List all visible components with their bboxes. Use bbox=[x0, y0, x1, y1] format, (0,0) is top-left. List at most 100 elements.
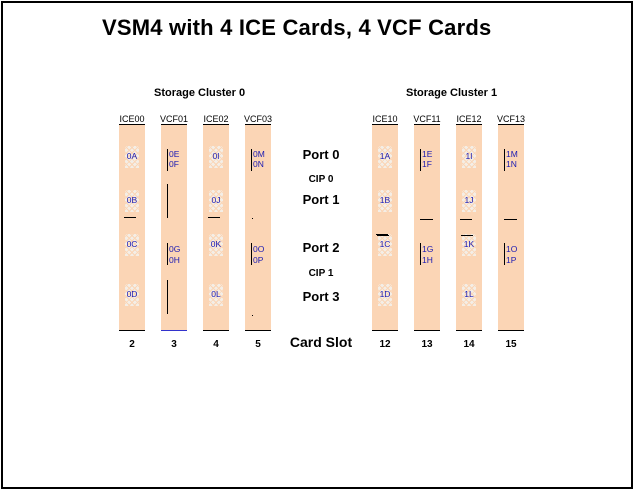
port-marker-line bbox=[377, 235, 389, 236]
card-name-vcf13: VCF13 bbox=[496, 114, 525, 124]
port-marker-bar bbox=[167, 243, 168, 265]
card-name-ice10: ICE10 bbox=[372, 114, 398, 124]
port-marker-line bbox=[124, 217, 136, 218]
cip-0-label: CIP 0 bbox=[308, 174, 334, 185]
port-marker-bar bbox=[504, 149, 505, 171]
port-tile-0a bbox=[125, 146, 139, 168]
port-tile-0d bbox=[125, 284, 139, 306]
card-name-vcf03: VCF03 bbox=[243, 114, 272, 124]
port-code-1h: 1H bbox=[422, 255, 433, 265]
card-ice10: 1A 1B 1C 1D bbox=[372, 124, 398, 331]
port-marker-bar bbox=[251, 149, 252, 171]
card-vcf03: 0M 0N 0O 0P bbox=[245, 124, 271, 331]
port-code-0e: 0E bbox=[169, 149, 180, 159]
port-code-0p: 0P bbox=[253, 255, 264, 265]
port-code-1a: 1A bbox=[379, 151, 391, 161]
port-code-1g: 1G bbox=[422, 244, 434, 254]
card-name-vcf01: VCF01 bbox=[159, 114, 188, 124]
port-code-0l: 0L bbox=[211, 289, 221, 299]
port-tile-1b bbox=[378, 190, 392, 212]
port-code-0k: 0K bbox=[210, 239, 222, 249]
port-code-0o: 0O bbox=[253, 244, 265, 254]
port-1-label: Port 1 bbox=[302, 192, 340, 207]
port-code-1c: 1C bbox=[379, 239, 391, 249]
port-tile-0l bbox=[209, 284, 223, 306]
card-name-vcf11: VCF11 bbox=[413, 114, 441, 124]
port-code-0b: 0B bbox=[126, 195, 138, 205]
card-vcf13: 1M 1N 1O 1P bbox=[498, 124, 524, 331]
port-code-1k: 1K bbox=[463, 239, 475, 249]
port-code-1i: 1I bbox=[465, 151, 473, 161]
port-marker-line bbox=[461, 235, 473, 236]
port-code-0n: 0N bbox=[253, 159, 264, 169]
slot-number-2: 2 bbox=[129, 339, 135, 350]
card-vcf01: 0E 0F 0G 0H bbox=[161, 124, 187, 331]
slot-number-12: 12 bbox=[379, 339, 391, 350]
port-code-1e: 1E bbox=[422, 149, 433, 159]
storage-cluster-1-label: Storage Cluster 1 bbox=[406, 87, 498, 99]
port-marker-bar bbox=[251, 243, 252, 265]
port-0-label: Port 0 bbox=[302, 147, 340, 162]
port-code-1o: 1O bbox=[506, 244, 518, 254]
port-code-0a: 0A bbox=[126, 151, 138, 161]
port-code-1p: 1P bbox=[506, 255, 517, 265]
port-code-1n: 1N bbox=[506, 159, 517, 169]
card-ice12: 1I 1J 1K 1L bbox=[456, 124, 482, 331]
port-code-1j: 1J bbox=[464, 195, 474, 205]
port-tile-0i bbox=[209, 146, 223, 168]
port-marker-bar bbox=[167, 280, 168, 314]
port-code-1l: 1L bbox=[464, 289, 474, 299]
port-marker-line bbox=[208, 217, 220, 218]
port-tile-1j bbox=[462, 190, 476, 212]
port-code-0f: 0F bbox=[169, 159, 179, 169]
port-code-0i: 0I bbox=[212, 151, 220, 161]
port-tile-1d bbox=[378, 284, 392, 306]
port-marker-bar bbox=[420, 243, 421, 265]
port-marker-line bbox=[460, 219, 472, 220]
port-code-0d: 0D bbox=[126, 289, 138, 299]
port-code-0g: 0G bbox=[169, 244, 181, 254]
port-marker-bar bbox=[167, 149, 168, 171]
card-ice02: 0I 0J 0K 0L bbox=[203, 124, 229, 331]
slot-number-3: 3 bbox=[171, 339, 177, 350]
diagram-title: VSM4 with 4 ICE Cards, 4 VCF Cards bbox=[102, 15, 492, 40]
port-code-1b: 1B bbox=[379, 195, 391, 205]
card-ice00: 0A 0B 0C 0D bbox=[119, 124, 145, 331]
port-tile-0b bbox=[125, 190, 139, 212]
card-vcf11: 1E 1F 1G 1H bbox=[414, 124, 440, 331]
card-name-ice02: ICE02 bbox=[203, 114, 229, 124]
port-tile-0k bbox=[209, 234, 223, 256]
card-slot-label: Card Slot bbox=[289, 334, 353, 350]
port-3-label: Port 3 bbox=[302, 289, 340, 304]
port-marker-bar bbox=[504, 243, 505, 265]
slot-number-14: 14 bbox=[463, 339, 475, 350]
port-tile-1a bbox=[378, 146, 392, 168]
port-2-label: Port 2 bbox=[302, 240, 340, 255]
port-marker-bar bbox=[420, 149, 421, 171]
port-tile-0j bbox=[209, 190, 223, 212]
port-tile-1l bbox=[462, 284, 476, 306]
port-marker-line bbox=[420, 219, 433, 220]
port-code-0h: 0H bbox=[169, 255, 180, 265]
port-marker-dot bbox=[252, 218, 253, 219]
port-code-1m: 1M bbox=[506, 149, 518, 159]
port-tile-1i bbox=[462, 146, 476, 168]
slot-number-15: 15 bbox=[505, 339, 517, 350]
card-name-ice12: ICE12 bbox=[456, 114, 482, 124]
port-marker-line bbox=[376, 234, 388, 235]
slot-number-5: 5 bbox=[255, 339, 261, 350]
port-code-1f: 1F bbox=[422, 159, 432, 169]
port-tile-0c bbox=[125, 234, 139, 256]
port-marker-dot bbox=[252, 315, 253, 316]
port-marker-line bbox=[504, 219, 517, 220]
port-code-0c: 0C bbox=[126, 239, 138, 249]
storage-cluster-0-label: Storage Cluster 0 bbox=[154, 87, 246, 99]
port-marker-bar bbox=[167, 184, 168, 218]
port-tile-1k bbox=[462, 234, 476, 256]
cip-1-label: CIP 1 bbox=[308, 268, 334, 279]
port-code-1d: 1D bbox=[379, 289, 391, 299]
port-tile-1c bbox=[378, 234, 392, 256]
slot-number-13: 13 bbox=[421, 339, 433, 350]
port-code-0j: 0J bbox=[211, 195, 221, 205]
